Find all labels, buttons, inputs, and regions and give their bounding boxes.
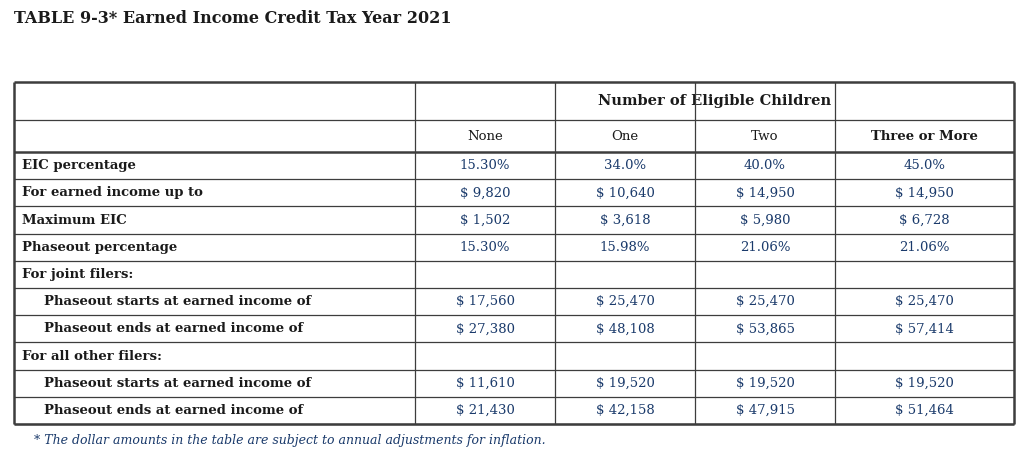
Text: 21.06%: 21.06% [740, 241, 791, 254]
Text: 45.0%: 45.0% [904, 159, 946, 172]
Text: EIC percentage: EIC percentage [22, 159, 136, 172]
Text: $ 14,950: $ 14,950 [736, 186, 795, 199]
Text: $ 1,502: $ 1,502 [460, 213, 510, 227]
Text: $ 3,618: $ 3,618 [599, 213, 651, 227]
Text: $ 42,158: $ 42,158 [595, 404, 655, 417]
Text: $ 51,464: $ 51,464 [895, 404, 954, 417]
Text: $ 19,520: $ 19,520 [895, 377, 954, 390]
Text: 40.0%: 40.0% [744, 159, 786, 172]
Text: For all other filers:: For all other filers: [22, 349, 162, 362]
Text: Phaseout ends at earned income of: Phaseout ends at earned income of [44, 404, 303, 417]
Text: Two: Two [751, 129, 779, 143]
Text: $ 25,470: $ 25,470 [736, 295, 795, 308]
Text: Number of Eligible Children: Number of Eligible Children [598, 94, 831, 108]
Text: $ 6,728: $ 6,728 [900, 213, 950, 227]
Text: Maximum EIC: Maximum EIC [22, 213, 126, 227]
Text: Phaseout percentage: Phaseout percentage [22, 241, 177, 254]
Text: 21.06%: 21.06% [900, 241, 950, 254]
Text: $ 57,414: $ 57,414 [895, 322, 954, 335]
Text: For joint filers:: For joint filers: [22, 268, 134, 281]
Text: $ 47,915: $ 47,915 [735, 404, 795, 417]
Text: For earned income up to: For earned income up to [22, 186, 203, 199]
Text: One: One [612, 129, 638, 143]
Text: TABLE 9-3* Earned Income Credit Tax Year 2021: TABLE 9-3* Earned Income Credit Tax Year… [14, 10, 451, 27]
Text: $ 27,380: $ 27,380 [455, 322, 514, 335]
Text: $ 5,980: $ 5,980 [740, 213, 791, 227]
Text: $ 14,950: $ 14,950 [895, 186, 954, 199]
Text: Phaseout ends at earned income of: Phaseout ends at earned income of [44, 322, 303, 335]
Text: $ 17,560: $ 17,560 [455, 295, 514, 308]
Text: 15.98%: 15.98% [599, 241, 651, 254]
Text: $ 19,520: $ 19,520 [736, 377, 795, 390]
Text: $ 11,610: $ 11,610 [455, 377, 514, 390]
Text: $ 25,470: $ 25,470 [595, 295, 655, 308]
Text: Phaseout starts at earned income of: Phaseout starts at earned income of [44, 295, 311, 308]
Text: $ 53,865: $ 53,865 [735, 322, 795, 335]
Text: $ 19,520: $ 19,520 [595, 377, 655, 390]
Text: 34.0%: 34.0% [603, 159, 646, 172]
Text: Phaseout starts at earned income of: Phaseout starts at earned income of [44, 377, 311, 390]
Text: 15.30%: 15.30% [460, 159, 510, 172]
Text: $ 21,430: $ 21,430 [455, 404, 514, 417]
Text: Three or More: Three or More [871, 129, 978, 143]
Text: $ 25,470: $ 25,470 [895, 295, 954, 308]
Text: $ 9,820: $ 9,820 [460, 186, 510, 199]
Text: * The dollar amounts in the table are subject to annual adjustments for inflatio: * The dollar amounts in the table are su… [34, 434, 546, 447]
Text: $ 48,108: $ 48,108 [595, 322, 655, 335]
Text: 15.30%: 15.30% [460, 241, 510, 254]
Text: None: None [467, 129, 503, 143]
Text: $ 10,640: $ 10,640 [595, 186, 655, 199]
